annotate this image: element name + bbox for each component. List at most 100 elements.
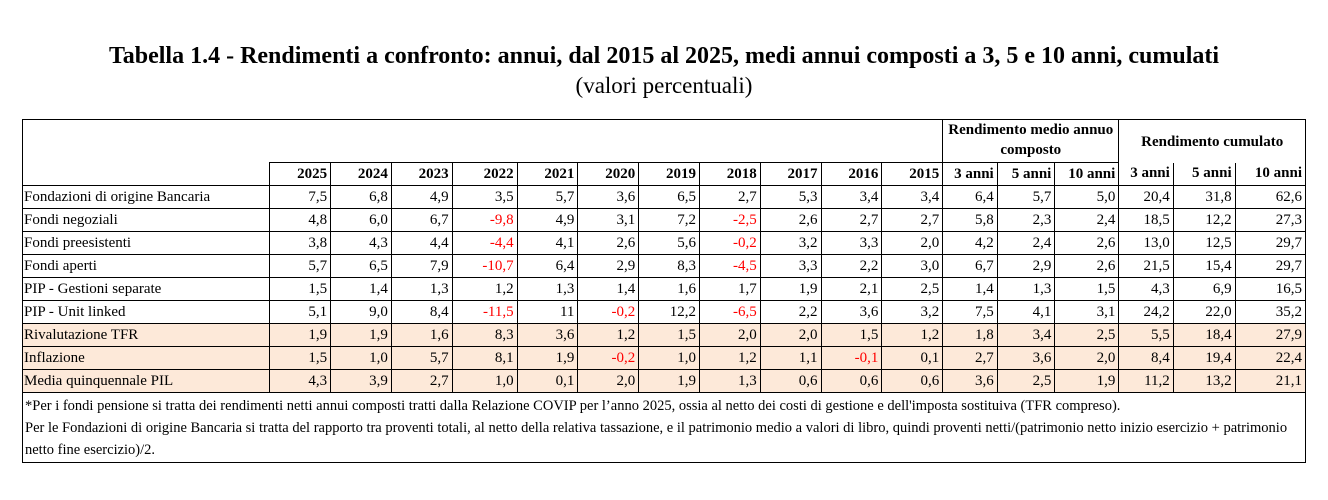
table-cell: 1,9 — [638, 369, 700, 393]
row-label: Fondi negoziali — [21, 208, 271, 232]
table-cell: 2,1 — [820, 277, 883, 301]
table-cell: 2,0 — [698, 323, 761, 347]
table-cell: 1,0 — [451, 369, 518, 393]
table-cell: 3,4 — [996, 323, 1056, 347]
column-header: 5 anni — [996, 162, 1056, 186]
table-cell: 22,4 — [1234, 346, 1307, 370]
table-cell: 5,5 — [1118, 323, 1174, 347]
table-cell: 6,8 — [330, 185, 392, 209]
column-header: 3 anni — [942, 162, 998, 186]
table-cell: 3,3 — [759, 254, 822, 278]
table-cell: 6,7 — [942, 254, 998, 278]
table-cell: 8,4 — [390, 300, 453, 324]
table-cell: 5,7 — [269, 254, 332, 278]
table-cell: 11 — [516, 300, 579, 324]
table-cell: -0,2 — [577, 346, 640, 370]
row-label: Rivalutazione TFR — [21, 323, 271, 347]
table-cell: 1,5 — [269, 277, 332, 301]
table-cell: 1,9 — [1054, 369, 1120, 393]
table-cell: 5,0 — [1054, 185, 1120, 209]
table-cell: -0,1 — [820, 346, 883, 370]
table-cell: 21,5 — [1118, 254, 1174, 278]
table-cell: 1,0 — [330, 346, 392, 370]
table-cell: 2,0 — [759, 323, 822, 347]
table-row: PIP - Gestioni separate 1,5 1,4 1,3 1,2 1,3 1,… — [21, 277, 1307, 301]
table-cell: 8,1 — [451, 346, 518, 370]
table-cell: 5,6 — [638, 231, 700, 255]
table-cell: 4,9 — [516, 208, 579, 232]
column-header: 2022 — [451, 162, 518, 186]
table-cell: 3,0 — [881, 254, 944, 278]
table-cell: 1,2 — [881, 323, 944, 347]
table-cell: 1,1 — [759, 346, 822, 370]
column-header-row: 2025 2024 2023 2022 2021 2020 2019 2018 2017 2016… — [21, 162, 1307, 186]
returns-table: Rendimento medio annuo composto Rendimen… — [21, 119, 1307, 463]
column-header: 2016 — [820, 162, 883, 186]
table-cell: 8,3 — [451, 323, 518, 347]
table-cell: -9,8 — [451, 208, 518, 232]
table-cell: 2,0 — [1054, 346, 1120, 370]
table-cell: 1,4 — [942, 277, 998, 301]
table-cell: 2,7 — [820, 208, 883, 232]
table-cell: 2,3 — [996, 208, 1056, 232]
table-cell: -0,2 — [698, 231, 761, 255]
table-cell: 3,8 — [269, 231, 332, 255]
table-cell: 3,6 — [516, 323, 579, 347]
table-row: Inflazione 1,5 1,0 5,7 8,1 1,9 -0,2 1,0 1,2 1,1 -0… — [21, 346, 1307, 370]
table-cell: 7,9 — [390, 254, 453, 278]
page-title: Tabella 1.4 - Rendimenti a confronto: an… — [108, 43, 1220, 69]
table-cell: 3,6 — [820, 300, 883, 324]
table-cell: -6,5 — [698, 300, 761, 324]
row-label: Fondazioni di origine Bancaria — [21, 185, 271, 209]
note-fondazioni: Per le Fondazioni di origine Bancaria si… — [25, 420, 1288, 458]
table-cell: 2,6 — [577, 231, 640, 255]
table-cell: -0,2 — [577, 300, 640, 324]
row-label: Fondi aperti — [21, 254, 271, 278]
table-cell: 12,5 — [1172, 231, 1236, 255]
table-cell: 5,3 — [759, 185, 822, 209]
notes-row: *Per i fondi pensione si tratta dei rend… — [22, 392, 1306, 463]
table-cell: 3,9 — [330, 369, 392, 393]
table-cell: 7,2 — [638, 208, 700, 232]
table-cell: 15,4 — [1172, 254, 1236, 278]
table-cell: 16,5 — [1234, 277, 1307, 301]
table-cell: 3,6 — [996, 346, 1056, 370]
table-cell: 3,1 — [1054, 300, 1120, 324]
table-row: Fondi negoziali 4,8 6,0 6,7 -9,8 4,9 3,1 7,2 -2,… — [21, 208, 1307, 232]
table-cell: 1,3 — [390, 277, 453, 301]
table-cell: 27,3 — [1234, 208, 1307, 232]
column-header: 3 anni — [1118, 162, 1174, 186]
table-cell: 62,6 — [1234, 185, 1307, 209]
table-cell: 3,2 — [881, 300, 944, 324]
table-cell: 1,6 — [638, 277, 700, 301]
table-cell: 2,7 — [698, 185, 761, 209]
table-cell: 2,6 — [759, 208, 822, 232]
table-cell: 0,1 — [881, 346, 944, 370]
table-cell: 2,0 — [881, 231, 944, 255]
row-label: Inflazione — [21, 346, 271, 370]
column-header: 5 anni — [1172, 162, 1236, 186]
group-header-rendimento-cumulato: Rendimento cumulato — [1118, 119, 1306, 163]
table-cell: 3,6 — [942, 369, 998, 393]
table-cell: 1,5 — [638, 323, 700, 347]
table-cell: 5,1 — [269, 300, 332, 324]
table-row: Fondi aperti 5,7 6,5 7,9 -10,7 6,4 2,9 8,3 -4,5 3… — [21, 254, 1307, 278]
row-label: PIP - Unit linked — [21, 300, 271, 324]
table-cell: -4,4 — [451, 231, 518, 255]
row-label: PIP - Gestioni separate — [21, 277, 271, 301]
table-row: Fondazioni di origine Bancaria 7,5 6,8 4,9 3… — [21, 185, 1307, 209]
table-cell: 1,9 — [516, 346, 579, 370]
table-cell: 1,3 — [516, 277, 579, 301]
table-cell: 1,4 — [330, 277, 392, 301]
table-cell: 1,7 — [698, 277, 761, 301]
table-cell: 1,2 — [577, 323, 640, 347]
table-cell: 35,2 — [1234, 300, 1307, 324]
table-cell: 1,3 — [996, 277, 1056, 301]
table-cell: 4,1 — [996, 300, 1056, 324]
group-header-rendimento-medio: Rendimento medio annuo composto — [942, 119, 1120, 163]
table-cell: 3,5 — [451, 185, 518, 209]
table-cell: 0,1 — [516, 369, 579, 393]
row-label: Fondi preesistenti — [21, 231, 271, 255]
table-cell: 1,9 — [759, 277, 822, 301]
table-cell: 0,6 — [759, 369, 822, 393]
